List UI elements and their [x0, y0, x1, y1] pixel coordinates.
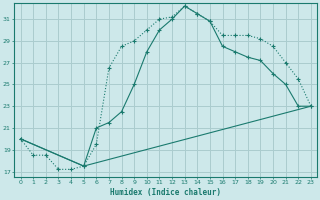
X-axis label: Humidex (Indice chaleur): Humidex (Indice chaleur): [110, 188, 221, 197]
